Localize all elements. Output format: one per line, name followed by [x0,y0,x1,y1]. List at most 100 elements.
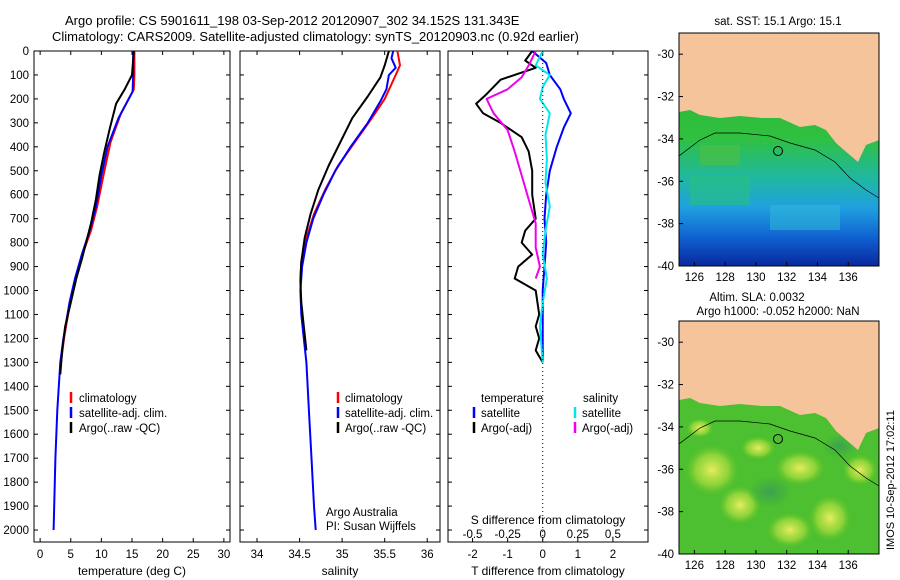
depth-tick-label: 700 [10,214,29,226]
depth-tick-label: 900 [10,262,29,274]
sla-xtick-label: 136 [839,560,858,572]
sla-ytick-label: -36 [657,464,674,476]
legend-label-salinity-argo: Argo(-adj) [582,423,633,435]
sst-patch [700,145,740,165]
legend-heading-temperature: temperature [481,393,543,405]
salinity-diff-tick-label: 0.5 [605,529,621,541]
sst-patch [690,175,750,205]
temperature-xtick-label: 10 [95,549,108,561]
salinity-xtick-label: 34.5 [288,549,310,561]
footer-timestamp: IMOS 10-Sep-2012 17:02:11 [885,410,897,550]
sla-map-title-1: Altim. SLA: 0.0032 [709,292,804,304]
salinity-xtick-label: 35 [336,549,349,561]
legend-label-temperature-satellite: satellite [481,408,520,420]
sla-xtick-label: 128 [716,560,735,572]
sla-ytick-label: -40 [657,549,674,561]
sst-ytick-label: -34 [657,134,674,146]
depth-tick-label: 1000 [3,286,29,298]
depth-tick-label: 2000 [3,525,29,537]
salinity-diff-tick-label: -0.5 [463,529,483,541]
sst-xtick-label: 126 [685,272,704,284]
legend-label-temperature-argo: Argo(-adj) [481,423,532,435]
argo-position-marker [773,434,783,444]
temperature-xtick-label: 30 [217,549,230,561]
salinity-legend: climatology satellite-adj. clim. Argo(..… [336,392,433,435]
sla-map-frame [678,320,880,555]
map-tick-layer: 126 128 130 132 134 136 -30 -32 -34 -36 -38 -40 126 1… [657,49,857,572]
legend-label-climatology: climatology [345,393,403,405]
salinity-axes [239,50,441,543]
salinity-xlabel: salinity [322,564,359,578]
sst-xtick-label: 134 [808,272,828,284]
sla-map-title-2: Argo h1000: -0.052 h2000: NaN [696,306,859,318]
sla-xtick-label: 130 [746,560,765,572]
depth-tick-label: 1100 [4,309,29,321]
sla-ytick-label: -30 [657,337,674,349]
salinity-series-line [299,50,397,531]
temperature-xtick-label: 25 [187,549,200,561]
shelf-contour [679,132,879,199]
difference-xlabel-bottom: T difference from climatology [471,564,625,578]
sla-xtick-label: 126 [685,560,704,572]
title-line-2: Climatology: CARS2009. Satellite-adjuste… [52,29,579,44]
depth-tick-label: 400 [10,142,29,154]
legend-label-satellite: satellite-adj. clim. [345,408,433,420]
temperature-series-line [59,50,135,375]
sst-ytick-label: -30 [657,49,674,61]
difference-xtick-label: 2 [610,549,616,561]
temperature-xtick-label: 5 [68,549,74,561]
temperature-xlabel: temperature (deg C) [78,564,186,578]
temperature-xtick-label: 15 [126,549,139,561]
difference-series-line [534,50,551,363]
sla-blob [766,512,814,548]
sla-map: Altim. SLA: 0.0032 Argo h1000: -0.052 h2… [678,292,880,555]
salinity-series-line [299,50,390,351]
difference-xtick-label: -1 [503,549,513,561]
salinity-xtick-label: 34 [251,549,264,561]
depth-tick-label: 1200 [3,333,29,345]
sst-patch [770,205,840,230]
shelf-contour [679,420,879,487]
sst-map-frame [678,32,880,267]
depth-tick-label: 1400 [3,381,29,393]
depth-tick-label: 600 [10,190,29,202]
sst-ytick-label: -40 [657,261,674,273]
salinity-series-line [299,50,401,279]
sla-ytick-label: -32 [657,380,674,392]
temperature-xtick-label: 0 [37,549,43,561]
sst-xtick-label: 130 [746,272,765,284]
sla-ytick-label: -34 [657,422,674,434]
legend-label-argo: Argo(..raw -QC) [79,423,160,435]
depth-tick-label: 1900 [3,501,29,513]
depth-tick-label: 500 [10,166,29,178]
pi-label: PI: Susan Wijffels [326,521,416,533]
difference-series-line [485,50,541,279]
depth-tick-label: 0 [23,46,29,58]
difference-xtick-label: -2 [467,549,477,561]
series-layer [52,50,572,531]
depth-tick-label: 1800 [3,477,29,489]
tick-layer: 0100200300400500600700800900100011001200… [3,46,648,561]
depth-tick-label: 1700 [3,453,29,465]
sst-ytick-label: -38 [657,219,674,231]
salinity-xtick-label: 36 [421,549,434,561]
sla-blob [842,454,878,486]
depth-tick-label: 300 [10,118,29,130]
salinity-diff-tick-label: -0.25 [495,529,521,541]
depth-tick-label: 1500 [3,405,29,417]
title-line-1: Argo profile: CS 5901611_198 03-Sep-2012… [65,13,520,28]
legend-heading-salinity: salinity [583,393,618,405]
difference-xlabel-top: S difference from climatology [471,513,626,527]
depth-tick-label: 1300 [3,357,29,369]
sla-dark-patch [748,476,792,508]
temperature-series-line [52,51,135,531]
argo-position-marker [773,146,783,156]
sst-xtick-label: 136 [839,272,858,284]
sst-map: sat. SST: 15.1 Argo: 15.1 [678,16,880,267]
sla-xtick-label: 132 [777,560,796,572]
sla-blob [808,494,852,542]
argo-australia-label: Argo Australia [326,507,398,519]
sst-ytick-label: -32 [657,92,674,104]
sst-xtick-label: 132 [777,272,796,284]
